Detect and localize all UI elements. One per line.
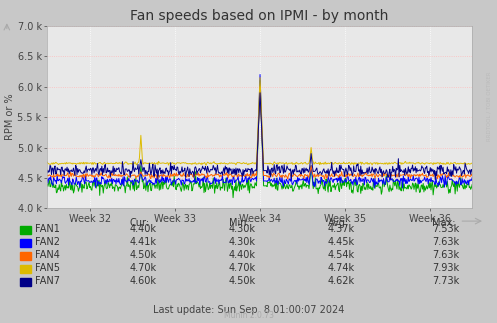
Text: 7.93k: 7.93k: [432, 263, 460, 273]
Text: 4.70k: 4.70k: [229, 263, 256, 273]
Text: 7.63k: 7.63k: [432, 237, 460, 247]
Text: FAN4: FAN4: [35, 250, 60, 260]
Text: FAN2: FAN2: [35, 237, 60, 247]
Text: 4.37k: 4.37k: [328, 224, 355, 234]
Text: Avg:: Avg:: [328, 218, 349, 228]
Text: 7.53k: 7.53k: [432, 224, 460, 234]
Text: 4.62k: 4.62k: [328, 276, 355, 286]
Text: 4.54k: 4.54k: [328, 250, 355, 260]
Text: 4.70k: 4.70k: [129, 263, 157, 273]
Text: 4.50k: 4.50k: [229, 276, 256, 286]
Text: 4.30k: 4.30k: [229, 224, 255, 234]
Text: 4.50k: 4.50k: [129, 250, 157, 260]
Text: 4.40k: 4.40k: [229, 250, 255, 260]
Text: Max:: Max:: [432, 218, 456, 228]
Text: 4.60k: 4.60k: [129, 276, 156, 286]
Text: Munin 2.0.73: Munin 2.0.73: [224, 311, 273, 320]
Text: Cur:: Cur:: [129, 218, 149, 228]
Title: Fan speeds based on IPMI - by month: Fan speeds based on IPMI - by month: [131, 9, 389, 23]
Text: 4.45k: 4.45k: [328, 237, 355, 247]
Text: 4.74k: 4.74k: [328, 263, 355, 273]
Text: Last update: Sun Sep  8 01:00:07 2024: Last update: Sun Sep 8 01:00:07 2024: [153, 305, 344, 315]
Text: FAN5: FAN5: [35, 263, 60, 273]
Text: 4.30k: 4.30k: [229, 237, 255, 247]
Text: FAN1: FAN1: [35, 224, 60, 234]
Y-axis label: RPM or %: RPM or %: [4, 94, 14, 141]
Text: RRDTOOL / TOBI OETIKER: RRDTOOL / TOBI OETIKER: [486, 72, 491, 141]
Text: 7.73k: 7.73k: [432, 276, 460, 286]
Text: 4.40k: 4.40k: [129, 224, 156, 234]
Text: Min:: Min:: [229, 218, 249, 228]
Text: FAN7: FAN7: [35, 276, 60, 286]
Text: 7.63k: 7.63k: [432, 250, 460, 260]
Text: 4.41k: 4.41k: [129, 237, 156, 247]
